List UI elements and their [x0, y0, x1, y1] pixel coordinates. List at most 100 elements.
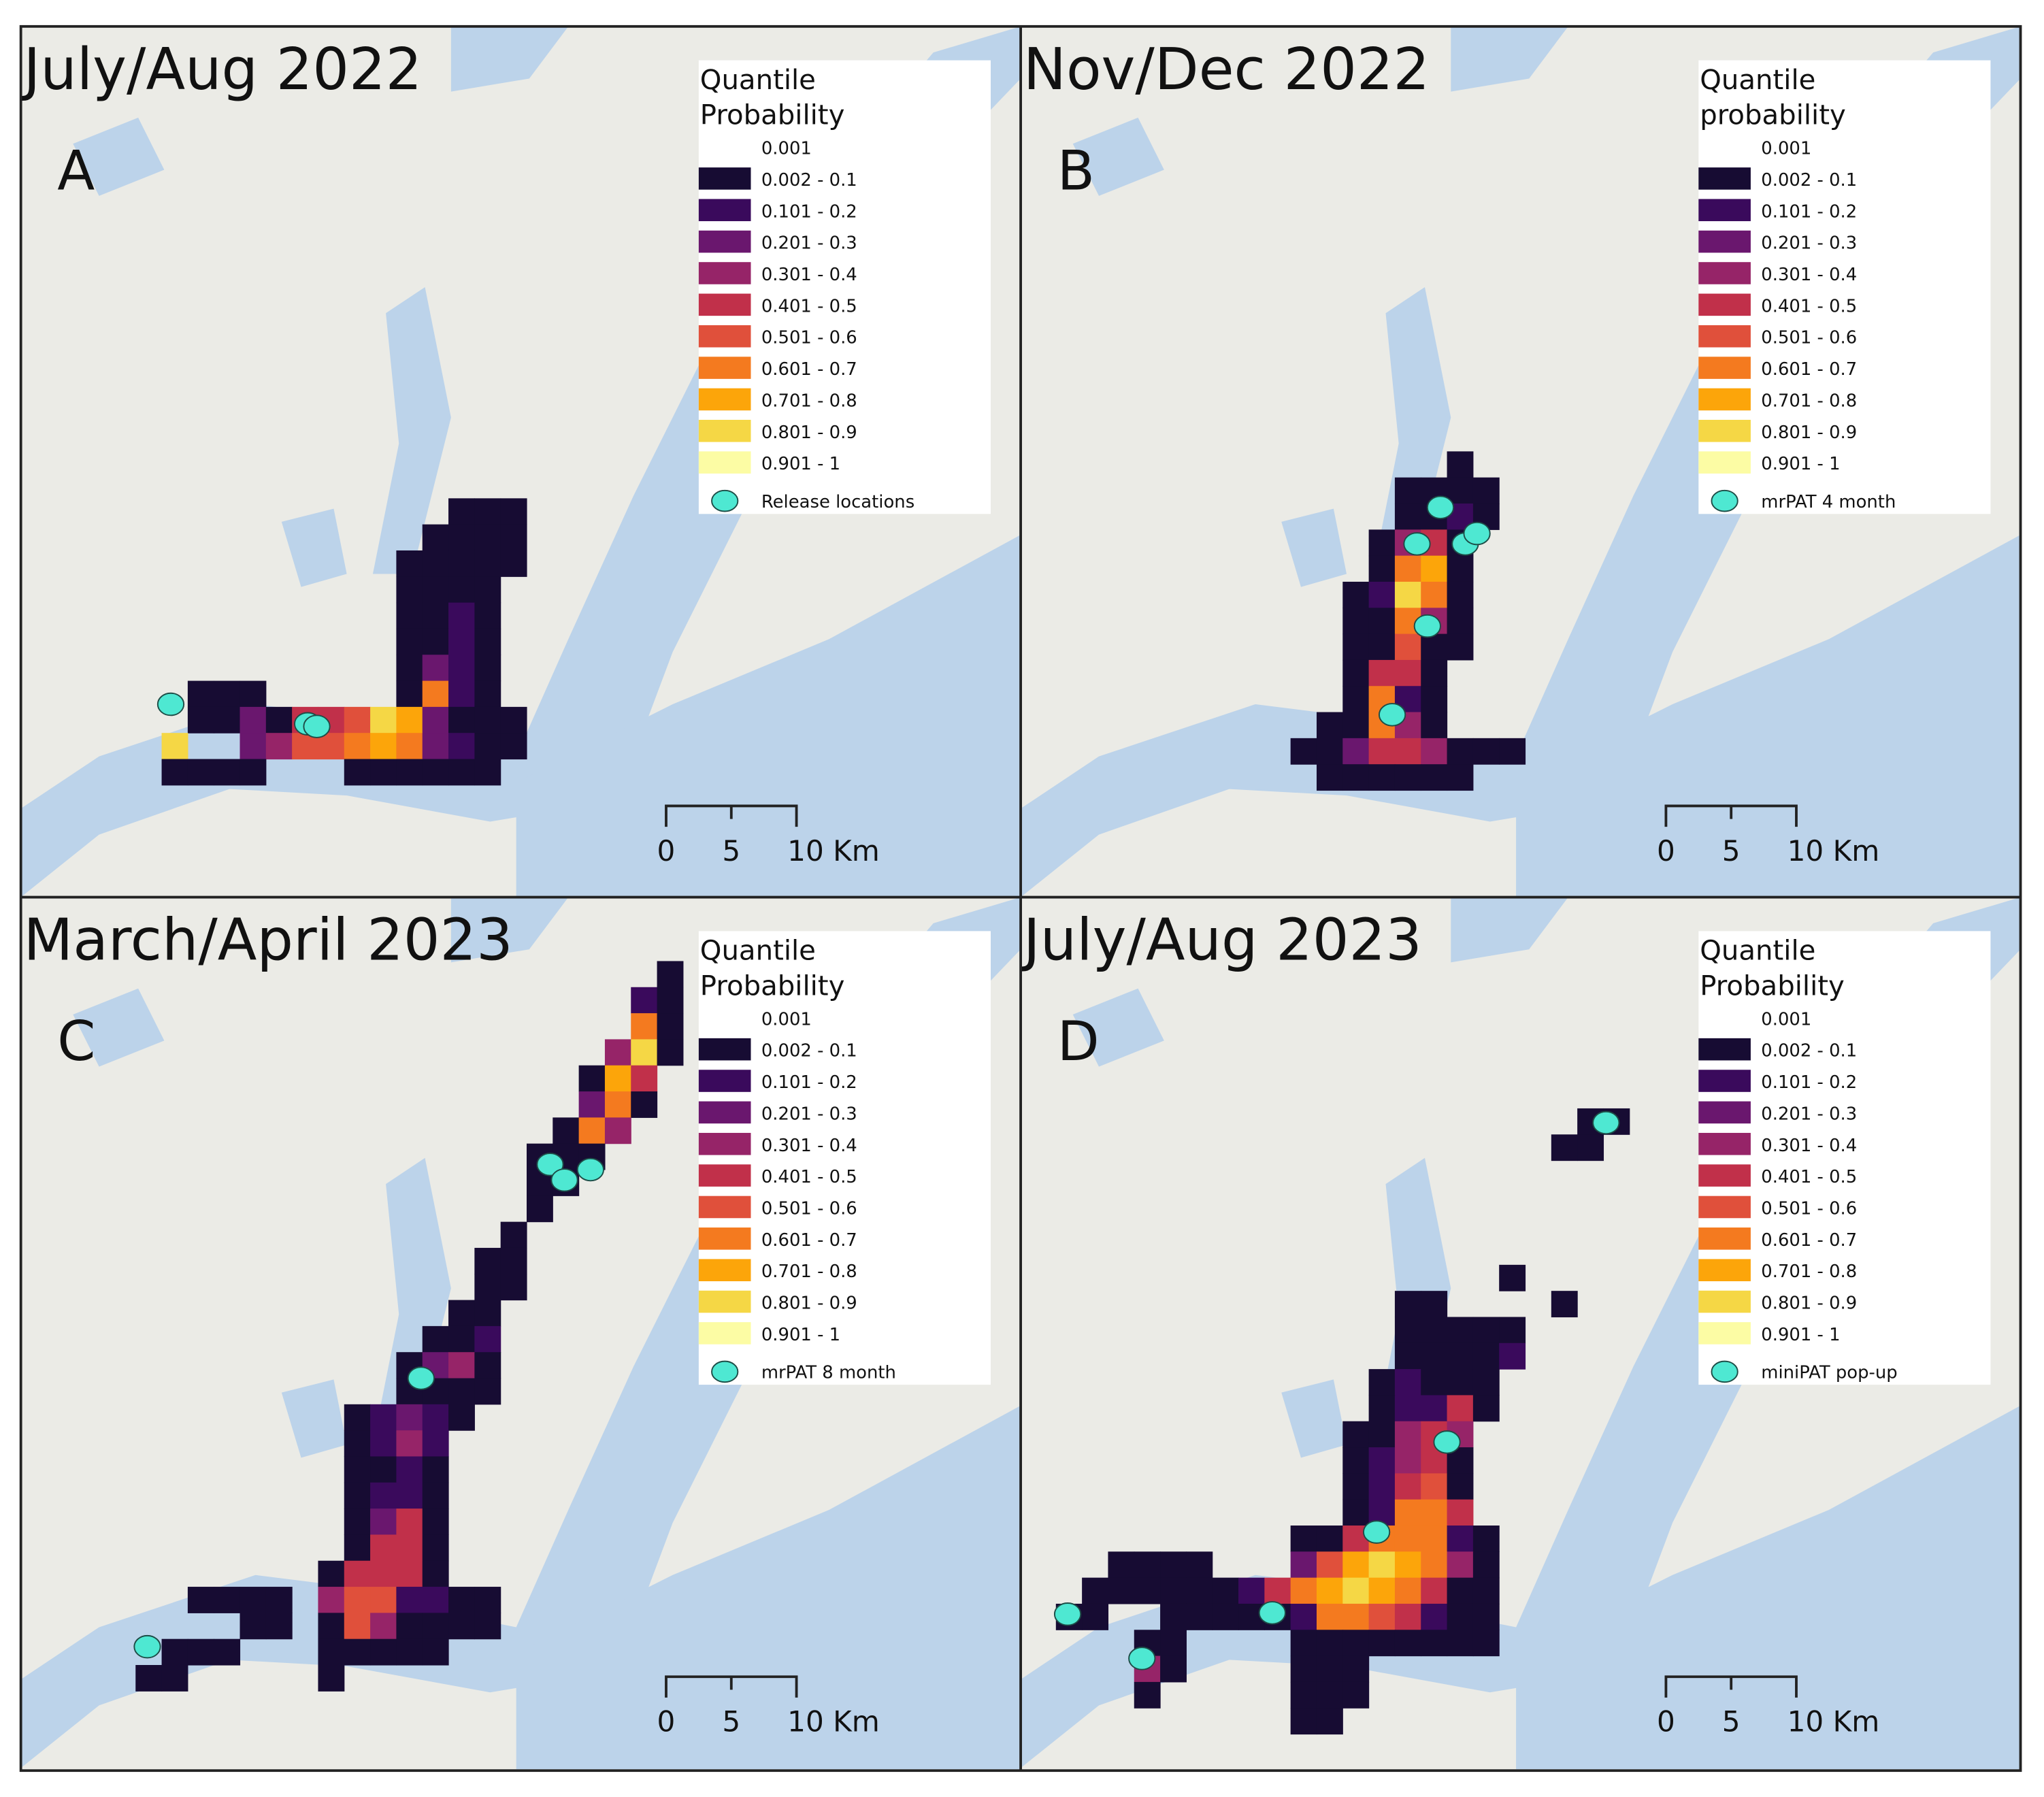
- legend-label: 0.701 - 0.8: [1761, 1262, 1857, 1282]
- heat-cell: [265, 706, 293, 733]
- panel-title: July/Aug 2023: [1020, 907, 1422, 974]
- legend-label: 0.201 - 0.3: [1761, 233, 1857, 254]
- heat-cell: [1472, 1551, 1500, 1579]
- heat-cell: [344, 1613, 371, 1640]
- heat-cell: [396, 1430, 423, 1457]
- legend-swatch: [698, 1101, 751, 1124]
- heat-cell: [370, 1509, 397, 1535]
- heat-cell: [344, 1638, 371, 1666]
- legend-label: 0.002 - 0.1: [1761, 170, 1857, 191]
- heat-cell: [500, 1221, 527, 1249]
- scale-bar-label: 5: [722, 1705, 740, 1738]
- heat-cell: [1316, 1577, 1343, 1604]
- heat-cell: [1316, 712, 1343, 739]
- water: [1372, 286, 1451, 574]
- heat-cell: [1394, 1499, 1421, 1526]
- tag-location-point: [1463, 521, 1491, 546]
- legend-label: 0.101 - 0.2: [1761, 201, 1857, 222]
- heat-cell: [1368, 738, 1396, 765]
- heat-cell: [448, 1404, 475, 1431]
- legend-label: 0.601 - 0.7: [1761, 359, 1857, 380]
- heat-cell: [1368, 764, 1396, 791]
- heat-cell: [1421, 1395, 1448, 1422]
- heat-cell: [1472, 1369, 1500, 1396]
- heat-cell: [500, 1247, 527, 1274]
- heat-cell: [1316, 764, 1343, 791]
- legend-swatch: [698, 1259, 751, 1281]
- heat-cell: [1421, 633, 1448, 661]
- heat-cell: [1316, 1526, 1343, 1552]
- tag-location-point: [407, 1366, 435, 1390]
- scale-bar-label: 0: [657, 1705, 676, 1738]
- heat-cell: [396, 655, 423, 682]
- heat-cell: [448, 1587, 475, 1613]
- legend-label: 0.501 - 0.6: [1761, 328, 1857, 348]
- legend-swatch: [698, 1322, 751, 1345]
- water: [1281, 1379, 1347, 1458]
- heat-cell: [1290, 1708, 1317, 1735]
- heat-cell: [1447, 1317, 1474, 1344]
- heat-cell: [1447, 1499, 1474, 1526]
- legend-label: 0.301 - 0.4: [761, 1136, 857, 1156]
- scale-bar-label: 5: [1722, 1705, 1741, 1738]
- heat-cell: [474, 602, 501, 629]
- heat-cell: [474, 1274, 501, 1301]
- heat-cell: [448, 680, 475, 708]
- legend-point-icon: [1711, 1360, 1738, 1383]
- heat-cell: [604, 1091, 631, 1118]
- heat-cell: [1551, 1291, 1578, 1318]
- water: [1516, 534, 2021, 899]
- legend-swatch: [1698, 1038, 1751, 1061]
- heat-cell: [1368, 1630, 1396, 1657]
- heat-cell: [1082, 1603, 1109, 1630]
- heat-cell: [500, 524, 527, 551]
- legend-swatch: [1698, 1259, 1751, 1281]
- heat-cell: [1447, 1342, 1474, 1370]
- heat-cell: [1160, 1551, 1187, 1579]
- heat-cell: [1394, 1317, 1421, 1344]
- heat-cell: [631, 1065, 658, 1092]
- heat-cell: [370, 1638, 397, 1666]
- panel-letter: C: [57, 1009, 95, 1073]
- heat-cell: [1342, 1499, 1370, 1526]
- scale-bar-label: 5: [1722, 834, 1741, 868]
- heat-cell: [1447, 764, 1474, 791]
- heat-cell: [1186, 1603, 1213, 1630]
- heat-cell: [474, 1352, 501, 1379]
- tag-location-point: [1128, 1647, 1156, 1670]
- tag-location-point: [156, 692, 185, 716]
- legend-label: 0.001: [1761, 139, 1811, 159]
- heat-cell: [422, 1430, 449, 1457]
- heat-cell: [1368, 555, 1396, 582]
- heat-cell: [474, 1378, 501, 1405]
- heat-cell: [422, 576, 449, 604]
- heat-cell: [1160, 1630, 1187, 1657]
- heat-cell: [1394, 1577, 1421, 1604]
- legend-label: 0.901 - 1: [761, 454, 840, 474]
- heatmap-cells: [135, 961, 684, 1692]
- heat-cell: [396, 733, 423, 760]
- heat-cell: [422, 1534, 449, 1562]
- heat-cell: [657, 961, 684, 988]
- heat-cell: [370, 1587, 397, 1613]
- legend-swatch: [1698, 325, 1751, 348]
- heat-cell: [1290, 1526, 1317, 1552]
- legend-swatch: [1698, 1132, 1751, 1155]
- heat-cell: [631, 1091, 658, 1118]
- heatmap-cells: [161, 498, 527, 786]
- legend-swatch: [698, 1038, 751, 1061]
- heat-cell: [396, 1534, 423, 1562]
- heat-cell: [370, 759, 397, 786]
- water: [516, 1405, 1021, 1770]
- legend-label: 0.401 - 0.5: [1761, 1167, 1857, 1187]
- heat-cell: [396, 706, 423, 733]
- tag-location-point: [1258, 1601, 1286, 1625]
- legend-swatch: [1698, 451, 1751, 474]
- heat-cell: [1238, 1577, 1265, 1604]
- heat-cell: [1212, 1577, 1239, 1604]
- scale-bar-line: [1664, 1675, 1798, 1698]
- scale-bar-label: 10 Km: [1787, 834, 1880, 868]
